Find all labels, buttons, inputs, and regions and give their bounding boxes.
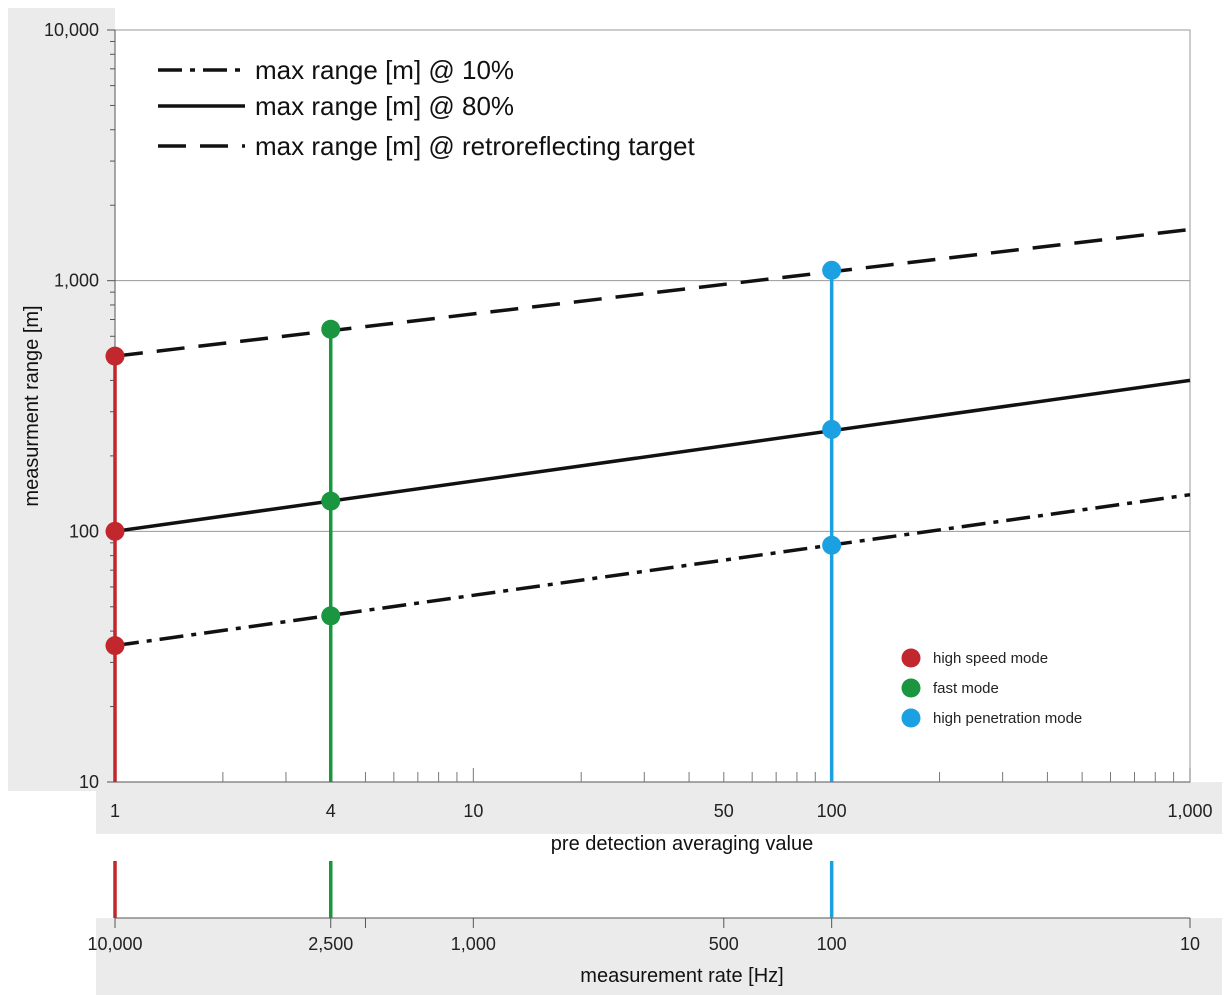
x-tick-label: 100	[817, 801, 847, 821]
x-tick-label: 10	[463, 801, 483, 821]
x2-tick-label: 100	[817, 934, 847, 954]
x2-axis: 10,000 2,500 1,000 500 100 10	[87, 917, 1200, 954]
legend-label: max range [m] @ retroreflecting target	[255, 131, 695, 161]
x2-axis-panel	[96, 918, 1222, 995]
mode-legend-dot-2	[901, 708, 921, 728]
series-line-dashed	[114, 227, 1191, 358]
x-axis-title: pre detection averaging value	[551, 833, 813, 855]
mode-point-0	[105, 346, 125, 366]
mode-legend: high speed mode fast mode high penetration…	[901, 648, 1082, 728]
legend-label: max range [m] @ 80%	[255, 91, 514, 121]
x2-tick-label: 1,000	[451, 934, 496, 954]
mode-legend-label: fast mode	[933, 680, 999, 697]
x2-tick-label: 2,500	[308, 934, 353, 954]
series-lines	[114, 227, 1191, 648]
y-tick-label: 10,000	[44, 20, 99, 40]
mode-point-2	[822, 535, 842, 555]
mode-point-1	[321, 319, 341, 339]
mode-point-1	[321, 491, 341, 511]
mode-legend-dot-1	[901, 678, 921, 698]
x2-tick-label: 10,000	[87, 934, 142, 954]
mode-lines	[105, 260, 842, 918]
x-axis: 1 4 10 50 100 1,000	[110, 768, 1213, 821]
y-axis-title: measurment range [m]	[21, 305, 43, 506]
series-line-dashdot	[114, 492, 1191, 648]
mode-legend-dot-0	[901, 648, 921, 668]
mode-point-2	[822, 260, 842, 280]
x-axis-panel	[96, 782, 1222, 834]
mode-point-0	[105, 636, 125, 656]
y-tick-label: 1,000	[54, 271, 99, 291]
x2-tick-label: 10	[1180, 934, 1200, 954]
y-axis-panel	[8, 8, 115, 791]
gridlines	[115, 280, 1190, 532]
x-tick-label: 1,000	[1167, 801, 1212, 821]
mode-legend-label: high penetration mode	[933, 710, 1082, 727]
x2-tick-label: 500	[709, 934, 739, 954]
x-tick-label: 1	[110, 801, 120, 821]
mode-legend-label: high speed mode	[933, 650, 1048, 667]
mode-point-2	[822, 419, 842, 439]
x-tick-label: 4	[326, 801, 336, 821]
series-line-solid	[114, 378, 1191, 534]
y-tick-label: 100	[69, 521, 99, 541]
mode-point-0	[105, 521, 125, 541]
line-legend: max range [m] @ 10% max range [m] @ 80% ma…	[158, 55, 695, 161]
legend-label: max range [m] @ 10%	[255, 55, 514, 85]
x2-axis-title: measurement rate [Hz]	[580, 965, 783, 987]
x-tick-label: 50	[714, 801, 734, 821]
y-tick-label: 10	[79, 772, 99, 792]
mode-point-1	[321, 606, 341, 626]
